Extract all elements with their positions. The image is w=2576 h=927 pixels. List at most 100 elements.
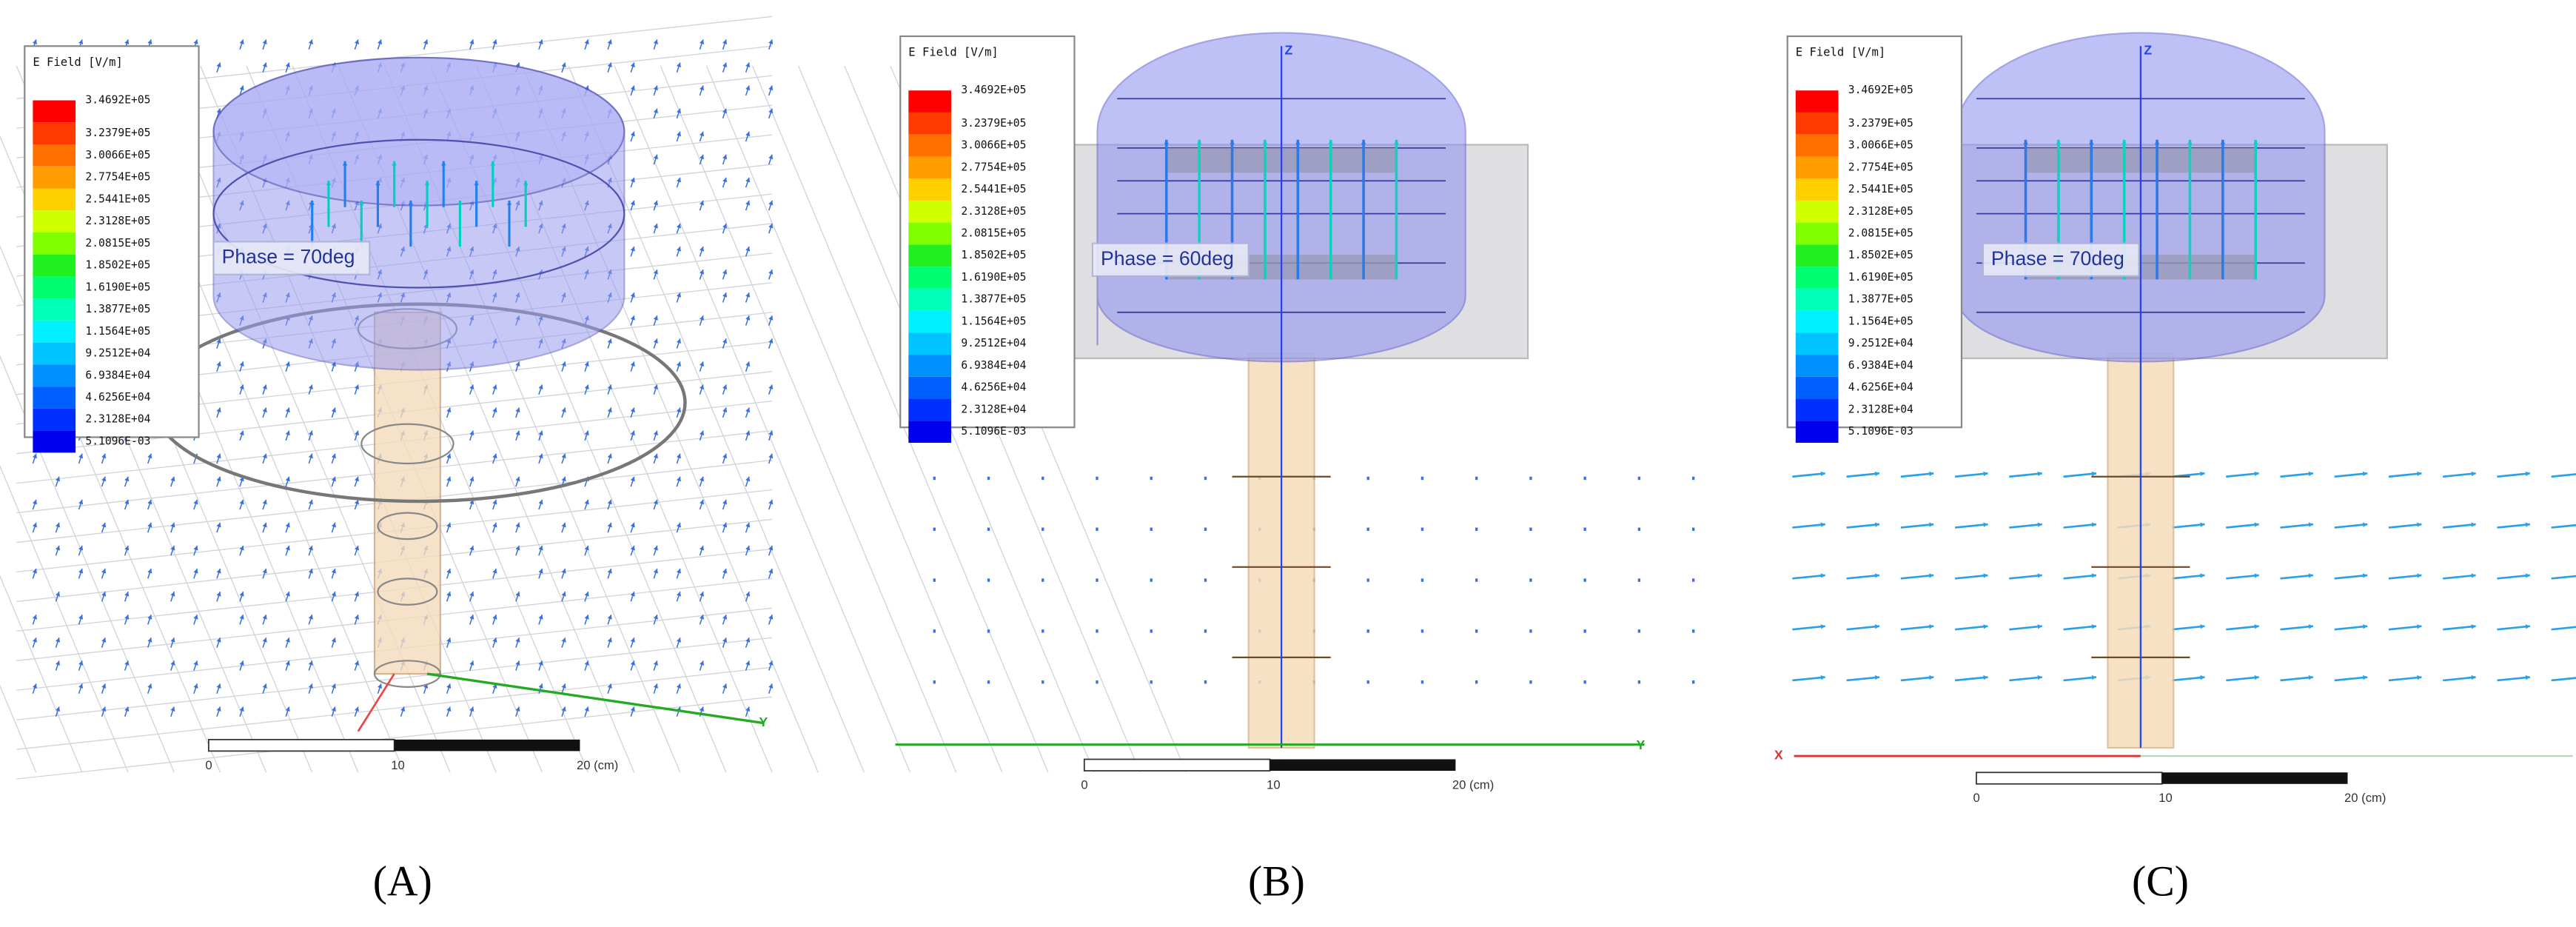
arrow-head <box>216 592 221 597</box>
field-dot <box>1204 527 1207 531</box>
arrow-head <box>216 361 221 367</box>
arrow-head <box>2200 624 2205 629</box>
field-arrow <box>2063 574 2097 580</box>
legend-swatch <box>1795 156 1839 179</box>
legend-value: 1.1564E+05 <box>1848 315 1913 327</box>
feed-column <box>373 311 441 675</box>
legend-value: 1.1564E+05 <box>961 315 1026 327</box>
arrow-head <box>78 453 84 459</box>
arrow-head <box>1874 624 1879 629</box>
field-arrow <box>1792 676 1825 682</box>
field-dot <box>1529 629 1532 633</box>
field-dot <box>933 629 936 633</box>
arrow-head <box>285 706 290 712</box>
arrow-head <box>193 683 198 689</box>
legend-value: 5.1096E-03 <box>85 435 150 447</box>
legend-value: 2.3128E+04 <box>961 403 1026 415</box>
arrow-head <box>285 592 290 597</box>
legend-value: 2.0815E+05 <box>1848 227 1913 240</box>
scale-label: 0 <box>205 758 212 772</box>
field-dot <box>1475 680 1478 684</box>
arrow-head <box>2037 471 2042 477</box>
arrow-head <box>262 569 267 574</box>
field-arrow <box>2063 472 2097 478</box>
arrow-head <box>170 660 175 666</box>
legend-swatch <box>908 332 952 355</box>
arrow-head <box>676 569 682 574</box>
field-dot <box>1637 629 1641 633</box>
field-arrow <box>2443 676 2476 682</box>
arrow-head <box>700 39 705 44</box>
field-dot <box>1096 578 1099 582</box>
arrow-head <box>147 683 152 689</box>
arrow-head <box>446 637 452 643</box>
arrow-head <box>561 706 566 712</box>
legend-swatch <box>1795 421 1839 444</box>
arrow-head <box>676 131 682 137</box>
arrow-head <box>538 545 543 551</box>
arrow-head <box>561 683 566 689</box>
field-arrow <box>2226 523 2259 529</box>
scale-label: 0 <box>1973 791 1979 805</box>
arrow-head <box>745 131 751 137</box>
arrow-head <box>124 545 130 551</box>
field-arrow <box>2171 676 2205 682</box>
field-dot <box>1042 578 1044 582</box>
arrow-head <box>285 476 290 482</box>
arrow-head <box>354 499 360 505</box>
arrow-head <box>78 660 84 666</box>
arrow-head <box>607 683 612 689</box>
arrow-head <box>676 177 682 183</box>
field-arrow <box>1900 523 1934 529</box>
arrow-head <box>354 39 360 44</box>
arrow-head <box>722 683 728 689</box>
arrow-head <box>262 384 267 390</box>
arrow-head <box>523 181 529 186</box>
legend-swatch <box>908 244 952 267</box>
legend-swatch <box>908 310 952 333</box>
arrow-head <box>147 637 152 643</box>
scale-black <box>1269 759 1456 772</box>
arrow-head <box>630 361 635 367</box>
legend-value: 5.1096E-03 <box>1848 425 1913 438</box>
arrow-head <box>653 384 658 390</box>
arrow-head <box>722 39 728 44</box>
arrow-head <box>768 223 774 229</box>
field-dot <box>1691 680 1695 684</box>
field-arrow <box>2551 575 2576 580</box>
legend-swatch <box>33 144 76 167</box>
arrow-head <box>700 430 705 436</box>
arrow-head <box>101 683 107 689</box>
legend-swatch <box>33 430 76 453</box>
arrow-head <box>630 637 635 643</box>
field-dot <box>1366 476 1369 481</box>
legend-swatch <box>1795 376 1839 399</box>
arrow-head <box>308 453 313 459</box>
field-arrow <box>2551 626 2576 631</box>
field-dot <box>1042 680 1044 684</box>
arrow-head <box>722 108 728 114</box>
legend-swatch <box>33 188 76 211</box>
arrow-head <box>308 430 313 436</box>
arrow-head <box>2363 675 2368 680</box>
arrow-head <box>216 407 221 413</box>
field-arrow <box>2280 625 2314 631</box>
arrow-head <box>446 476 452 482</box>
arrow-head <box>446 407 452 413</box>
arrow-head <box>653 154 658 160</box>
arrow-head <box>676 62 682 68</box>
legend-title: E Field [V/m] <box>1796 46 1885 59</box>
field-dot <box>1096 527 1099 531</box>
arrow-head <box>101 453 107 459</box>
arrow-head <box>285 660 290 666</box>
arrow-head <box>700 615 705 620</box>
arrow-head <box>262 683 267 689</box>
field-dot <box>1637 476 1641 481</box>
arrow-head <box>768 499 774 505</box>
arrow-head <box>722 407 728 413</box>
arrow-head <box>354 476 360 482</box>
arrow-head <box>2023 139 2028 144</box>
panel-label: (A) <box>373 859 432 906</box>
arrow-head <box>768 569 774 574</box>
